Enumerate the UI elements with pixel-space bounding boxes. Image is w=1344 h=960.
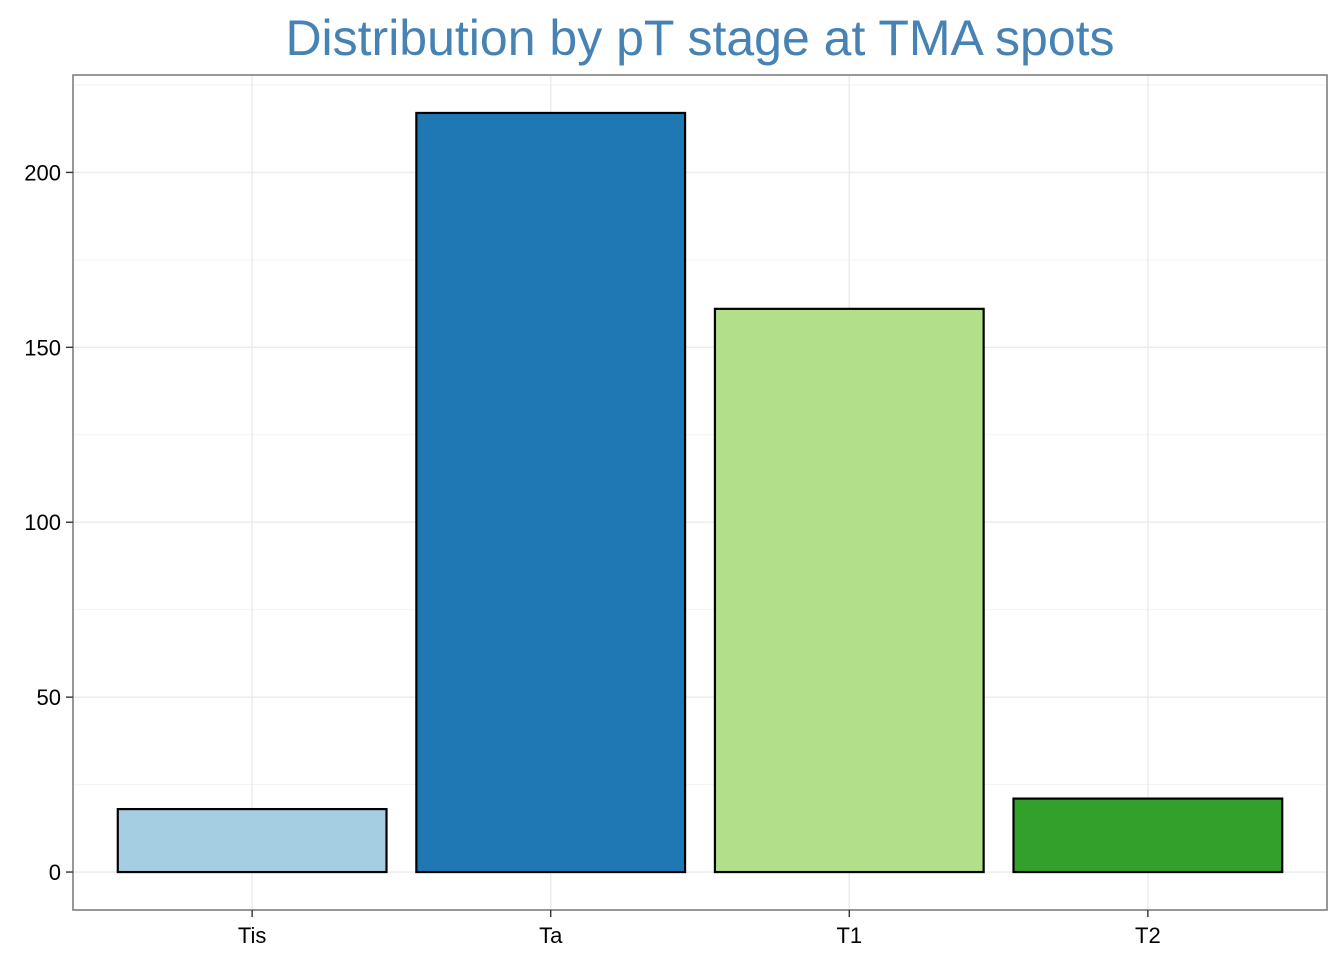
panel-border: [72, 74, 1328, 911]
x-tick-label: Tis: [238, 923, 267, 948]
panel-background: [73, 75, 1327, 910]
x-tick-label: Ta: [539, 923, 563, 948]
bar-t1: [713, 307, 985, 874]
bar-tis: [116, 807, 388, 874]
x-axis: Tis Ta T1 T2: [238, 910, 1161, 948]
x-tick-label: T2: [1135, 923, 1161, 948]
y-tick-label: 200: [24, 160, 61, 185]
y-tick-label: 50: [37, 685, 61, 710]
y-tick-label: 100: [24, 510, 61, 535]
y-tick-label: 0: [49, 860, 61, 885]
y-axis: 0 50 100 150 200: [24, 160, 73, 885]
bar-t2: [1012, 797, 1284, 874]
bars: [116, 111, 1284, 874]
bar-ta: [415, 111, 687, 874]
x-tick-label: T1: [836, 923, 862, 948]
chart-title: Distribution by pT stage at TMA spots: [285, 10, 1114, 66]
y-tick-label: 150: [24, 335, 61, 360]
grid-lines: [73, 75, 1327, 910]
